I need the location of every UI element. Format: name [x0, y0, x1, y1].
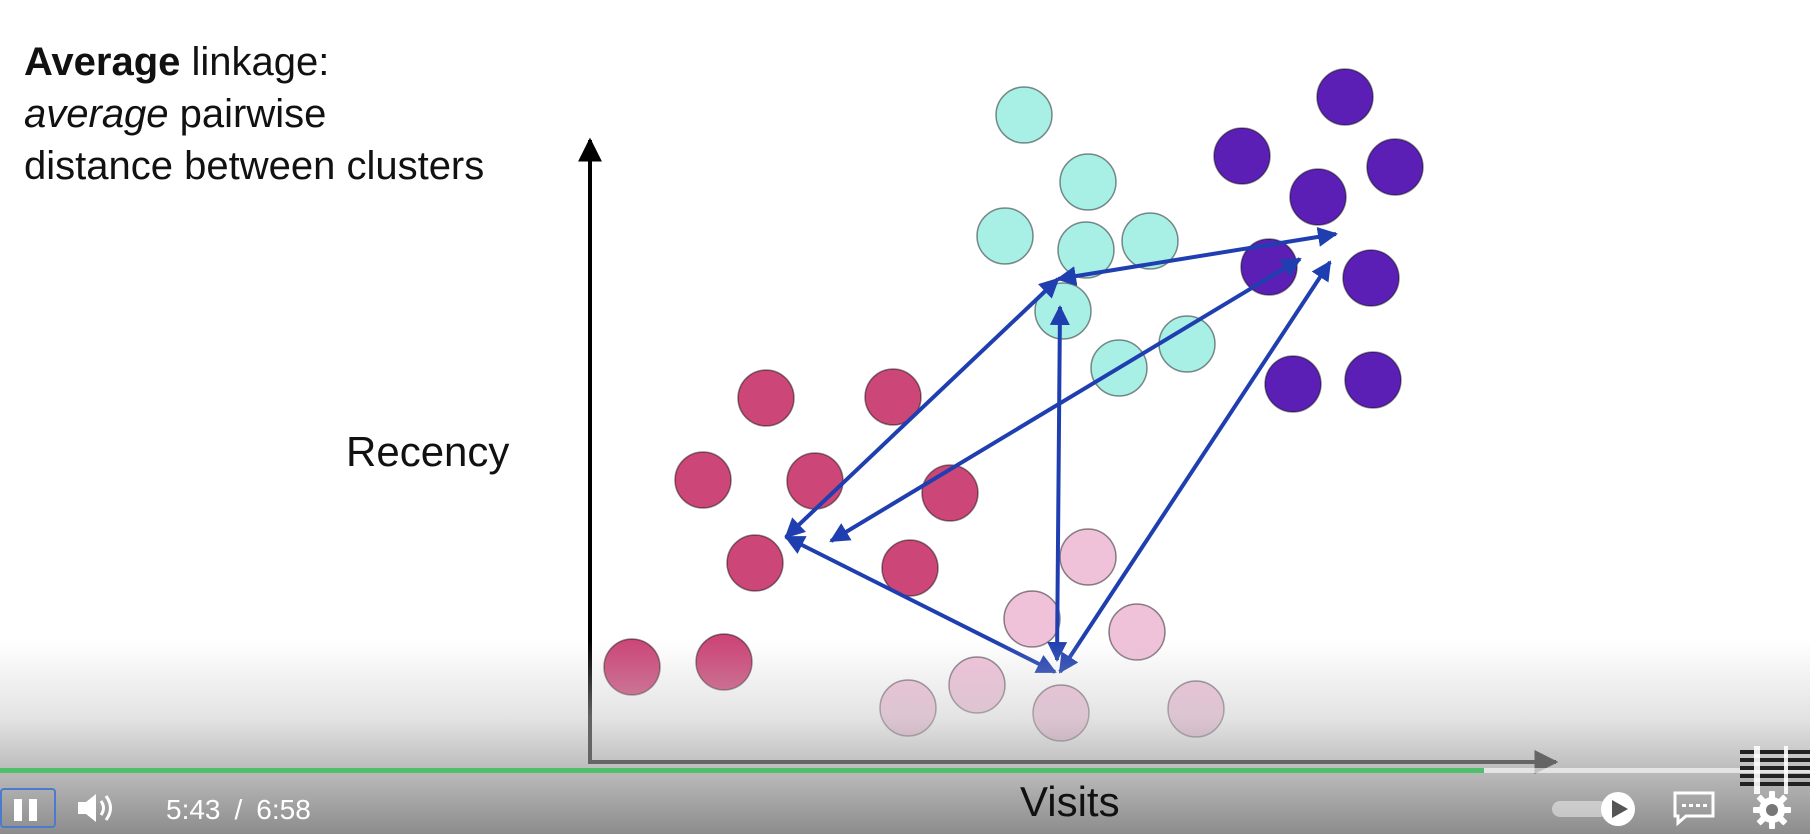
cluster-red-point: [603, 638, 661, 696]
cluster-pink-point: [948, 656, 1006, 714]
cluster-red-point: [695, 633, 753, 691]
cluster-purple-point: [1344, 351, 1402, 409]
cluster-pink-point: [1108, 603, 1166, 661]
slide-title: Average linkage: average pairwise distan…: [24, 36, 484, 192]
y-axis-label: Recency: [346, 428, 510, 475]
distance-arrow: [1058, 260, 1332, 674]
progress-fill: [0, 768, 1485, 773]
cluster-purple-point: [1289, 168, 1347, 226]
cluster-purple-point: [1342, 249, 1400, 307]
captions-button[interactable]: [1672, 790, 1716, 827]
cluster-teal-point: [1059, 153, 1117, 211]
cluster-red-point: [726, 534, 784, 592]
settings-button[interactable]: [1750, 788, 1794, 832]
volume-icon: [78, 794, 112, 822]
autoplay-toggle-icon: [1552, 792, 1635, 826]
player-controls: 5:43 / 6:58: [0, 776, 1810, 834]
current-time: 5:43: [166, 794, 221, 825]
title-italic: average: [24, 92, 169, 136]
cluster-purple-point: [1213, 127, 1271, 185]
title-line3: distance between clusters: [24, 144, 485, 188]
autoplay-toggle[interactable]: [1550, 792, 1640, 826]
progress-bar[interactable]: [0, 768, 1810, 773]
cluster-pink-point: [1032, 684, 1090, 742]
cluster-teal-point: [995, 86, 1053, 144]
cluster-purple-point: [1264, 355, 1322, 413]
title-rest: linkage:: [180, 40, 330, 84]
cluster-pink-point: [1003, 590, 1061, 648]
cluster-pink-point: [1167, 680, 1225, 738]
cluster-pink-point: [879, 679, 937, 737]
distance-arrow: [1047, 305, 1070, 662]
time-display: 5:43 / 6:58: [166, 794, 311, 826]
title-line2-rest: pairwise: [168, 92, 327, 136]
duration: 6:58: [256, 794, 311, 825]
volume-button[interactable]: [74, 788, 120, 828]
time-separator: /: [234, 794, 243, 825]
title-bold: Average: [24, 40, 181, 84]
cluster-teal-point: [976, 207, 1034, 265]
pause-icon: [14, 799, 22, 821]
cluster-purple-point: [1316, 68, 1374, 126]
captions-icon: [1673, 791, 1715, 827]
cluster-red-point: [737, 369, 795, 427]
cluster-red-point: [786, 452, 844, 510]
cluster-red-point: [921, 464, 979, 522]
x-axis-label: Visits: [1020, 778, 1120, 825]
cluster-teal-point: [1158, 315, 1216, 373]
pause-button[interactable]: [0, 788, 56, 828]
cluster-purple-point: [1366, 138, 1424, 196]
settings-gear-icon: [1753, 791, 1791, 829]
cluster-red-point: [674, 451, 732, 509]
cluster-pink-point: [1059, 528, 1117, 586]
